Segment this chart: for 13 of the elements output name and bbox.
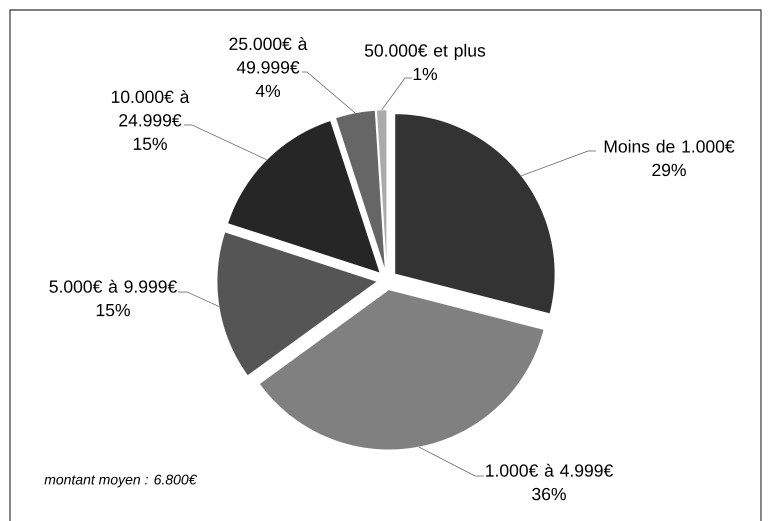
data-label: 15% <box>134 138 167 150</box>
data-label: 29% <box>652 164 686 176</box>
data-label: 4% <box>256 84 280 97</box>
data-label: 36% <box>532 488 566 500</box>
slice-label: Moins de 1.000€ <box>604 140 734 153</box>
slice-label: 10.000€ à 24.999€ <box>112 90 190 127</box>
data-label: 15% <box>96 304 130 316</box>
text: montant moyen : 6.800€ <box>44 474 198 488</box>
data-label: 1% <box>414 68 438 80</box>
slice-label: 1.000€ à 4.999€ <box>486 464 613 477</box>
slice-label: 5.000€ à 9.999€ <box>49 280 177 293</box>
slice-label: 50.000€ et plus <box>364 44 486 60</box>
slice-label: 25.000€ à 49.999€ <box>229 36 308 74</box>
